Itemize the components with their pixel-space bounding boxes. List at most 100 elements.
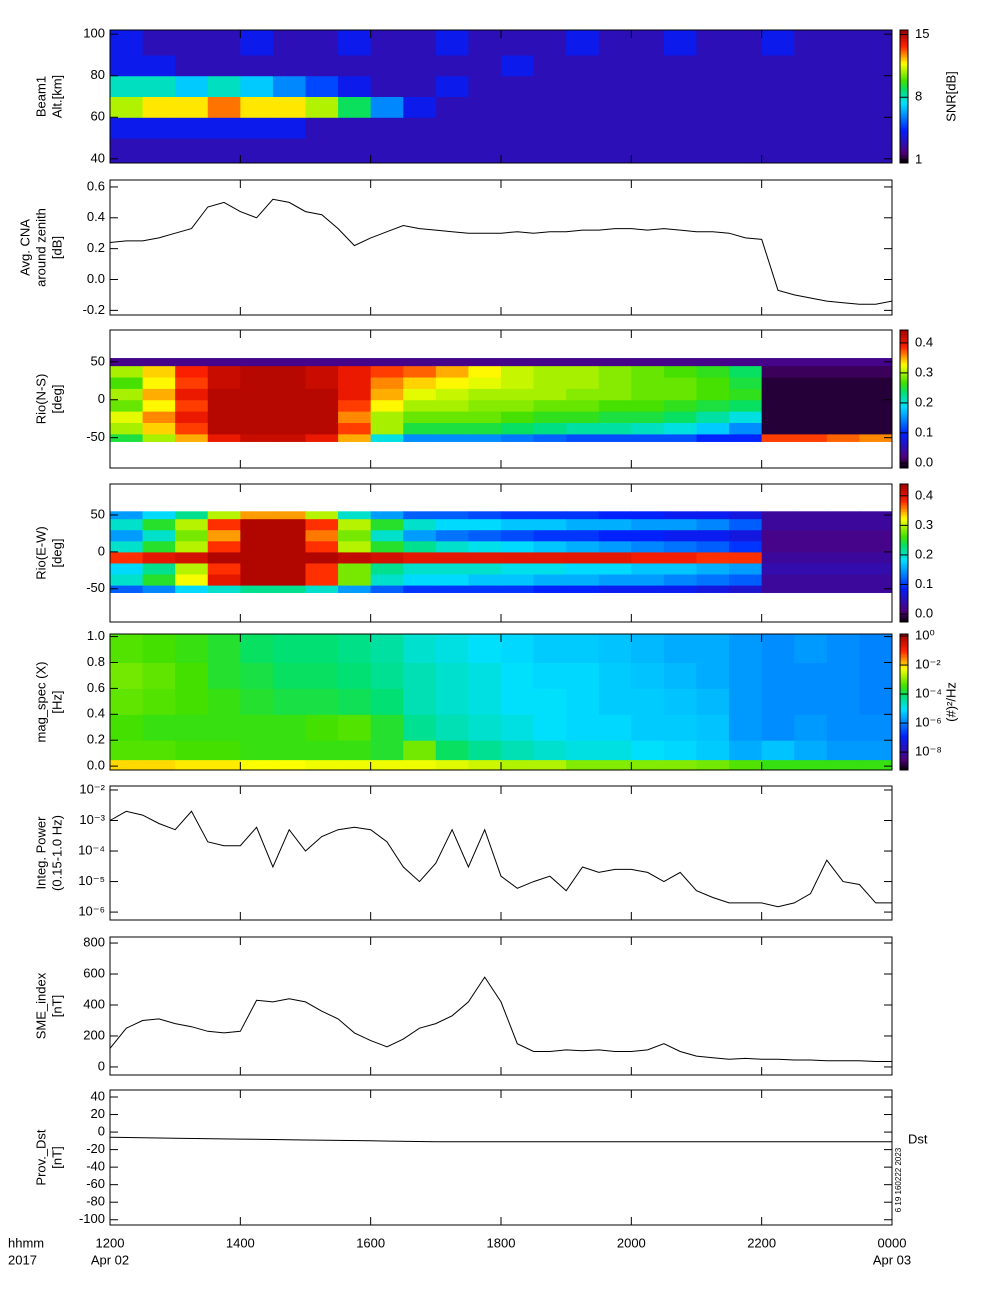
heatmap-cell — [859, 388, 893, 401]
heatmap-cell — [729, 740, 763, 761]
y-axis-label: [nT] — [49, 1146, 64, 1168]
heatmap-cell — [696, 585, 730, 593]
heatmap-cell — [142, 117, 176, 139]
heatmap-cell — [370, 585, 404, 593]
heatmap-cell — [142, 96, 176, 118]
heatmap-cell — [533, 518, 567, 531]
colorbar-step — [900, 661, 908, 664]
colorbar-step — [900, 125, 908, 129]
colorbar-step — [900, 649, 908, 653]
heatmap-cell — [826, 117, 860, 139]
colorbar-step — [900, 502, 908, 506]
colorbar-step — [900, 332, 908, 336]
heatmap-cell — [207, 54, 241, 77]
colorbar-step — [900, 149, 908, 153]
heatmap-cell — [338, 585, 372, 593]
colorbar-step — [900, 564, 908, 568]
heatmap-cell — [663, 117, 697, 139]
heatmap-cell — [110, 54, 144, 77]
heatmap-cell — [272, 759, 306, 771]
heatmap-cell — [533, 388, 567, 401]
heatmap-cell — [175, 388, 209, 401]
heatmap-cell — [305, 377, 339, 389]
heatmap-cell — [631, 433, 665, 442]
heatmap-cell — [338, 75, 372, 97]
heatmap-cell — [729, 75, 763, 97]
colorbar-step — [900, 456, 908, 460]
heatmap-cell — [598, 433, 632, 442]
heatmap-cell — [272, 551, 306, 564]
colorbar-step — [900, 451, 908, 455]
colorbar-step — [900, 65, 908, 69]
heatmap-cell — [305, 529, 339, 542]
heatmap-cell — [305, 75, 339, 97]
heatmap-cell — [272, 75, 306, 97]
x-tick-label: 2000 — [617, 1235, 646, 1250]
colorbar-step — [900, 147, 908, 151]
colorbar-step — [900, 58, 908, 62]
heatmap-cell — [240, 96, 274, 118]
heatmap-cell — [305, 117, 339, 139]
heatmap-cell — [761, 662, 795, 689]
colorbar-step — [900, 697, 908, 701]
heatmap-cell — [794, 365, 828, 378]
heatmap-cell — [533, 688, 567, 715]
heatmap-cell — [110, 529, 144, 542]
heatmap-cell — [435, 365, 469, 378]
heatmap-cell — [631, 634, 665, 663]
heatmap-cell — [501, 511, 535, 520]
heatmap-cell — [207, 551, 241, 564]
heatmap-cell — [240, 365, 274, 378]
colorbar-step — [900, 539, 908, 542]
heatmap-cell — [761, 688, 795, 715]
heatmap-cell — [729, 30, 763, 56]
colorbar-step — [900, 756, 908, 760]
colorbar-step — [900, 708, 908, 712]
heatmap-cell — [207, 529, 241, 542]
heatmap-cell — [826, 518, 860, 531]
heatmap-cell — [761, 422, 795, 435]
heatmap-cell — [826, 529, 860, 542]
x-tick-label: 0000 — [878, 1235, 907, 1250]
heatmap-cell — [794, 388, 828, 401]
heatmap-cell — [761, 365, 795, 378]
heatmap-cell — [761, 529, 795, 542]
heatmap-cell — [533, 540, 567, 553]
heatmap-cell — [729, 388, 763, 401]
heatmap-cell — [566, 433, 600, 442]
colorbar-tick-label: 10⁻⁸ — [915, 744, 942, 759]
colorbar-step — [900, 463, 908, 467]
heatmap-cell — [761, 411, 795, 424]
heatmap-cell — [403, 562, 437, 575]
heatmap-cell — [663, 759, 697, 771]
colorbar-step — [900, 424, 908, 428]
heatmap-cell — [794, 740, 828, 761]
colorbar-step — [900, 742, 908, 746]
heatmap-cell — [533, 399, 567, 412]
heatmap-cell — [533, 96, 567, 118]
colorbar-step — [900, 52, 908, 55]
heatmap-cell — [468, 422, 502, 435]
colorbar-step — [900, 417, 908, 421]
heatmap-cell — [338, 388, 372, 401]
heatmap-cell — [826, 75, 860, 97]
heatmap-cell — [761, 358, 795, 367]
heatmap-cell — [794, 540, 828, 553]
colorbar-step — [900, 435, 908, 439]
heatmap-cell — [305, 759, 339, 771]
colorbar-step — [900, 520, 908, 524]
colorbar-step — [900, 94, 908, 97]
heatmap-cell — [598, 377, 632, 389]
heatmap-cell — [338, 54, 372, 77]
heatmap-cell — [338, 365, 372, 378]
colorbar-step — [900, 713, 908, 717]
colorbar-step — [900, 513, 908, 517]
heatmap-cell — [338, 551, 372, 564]
heatmap-cell — [761, 634, 795, 663]
heatmap-cell — [110, 388, 144, 401]
heatmap-cell — [468, 740, 502, 761]
colorbar-step — [900, 674, 908, 678]
heatmap-cell — [631, 411, 665, 424]
colorbar-step — [900, 334, 908, 338]
heatmap-cell — [305, 740, 339, 761]
